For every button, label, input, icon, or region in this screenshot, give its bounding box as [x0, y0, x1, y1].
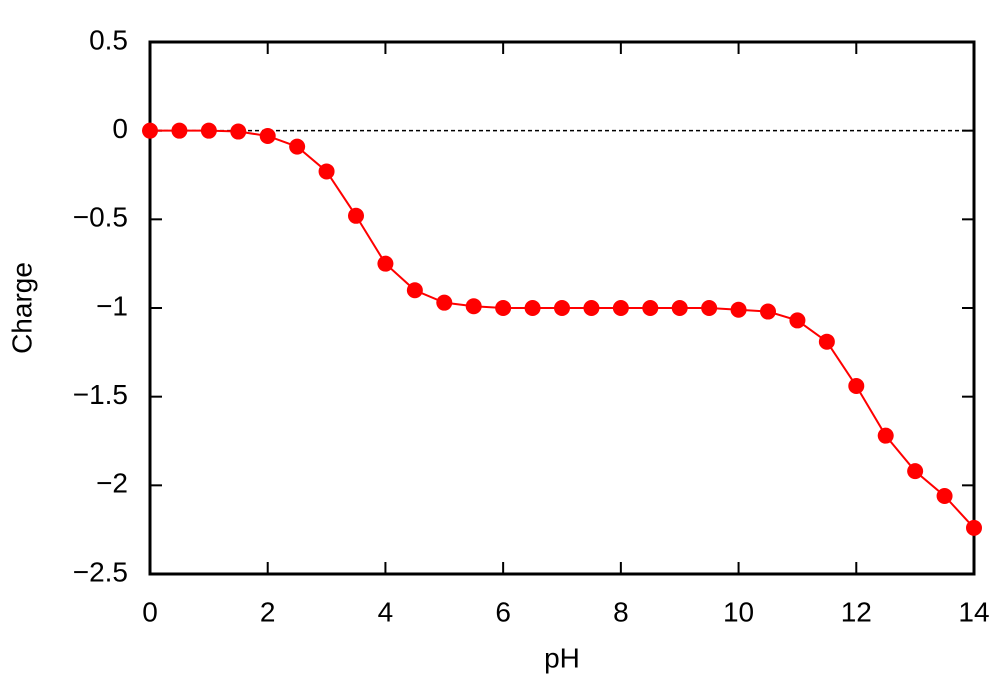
- data-point: [760, 303, 776, 320]
- x-tick-label: 14: [958, 596, 989, 627]
- y-tick-label: −1.5: [73, 379, 128, 410]
- data-point: [200, 122, 217, 139]
- data-point: [259, 127, 276, 144]
- data-point: [318, 163, 335, 180]
- data-point: [730, 301, 747, 318]
- data-point: [348, 207, 364, 224]
- data-point: [966, 519, 982, 536]
- data-point: [289, 138, 306, 155]
- x-tick-label: 12: [841, 596, 872, 627]
- x-axis-label: pH: [544, 642, 580, 673]
- x-tick-label: 2: [260, 596, 276, 627]
- data-point: [612, 300, 629, 316]
- data-point: [406, 282, 423, 299]
- data-point: [436, 294, 453, 311]
- y-tick-label: 0.5: [89, 24, 128, 55]
- data-point: [818, 333, 835, 350]
- x-tick-label: 0: [142, 596, 158, 627]
- data-point: [583, 300, 600, 316]
- data-point: [524, 300, 541, 316]
- y-tick-label: −2: [96, 468, 128, 499]
- y-tick-label: 0: [112, 113, 128, 144]
- data-point: [642, 300, 659, 316]
- data-point: [377, 255, 394, 272]
- data-point: [701, 300, 718, 316]
- y-tick-label: −2.5: [73, 556, 128, 587]
- data-point: [848, 378, 865, 395]
- y-tick-label: −1: [96, 290, 128, 321]
- data-point: [465, 298, 482, 315]
- data-point: [554, 300, 570, 316]
- data-point: [907, 463, 924, 480]
- data-point: [789, 312, 806, 329]
- y-axis-label: Charge: [6, 262, 37, 354]
- data-point: [671, 300, 688, 316]
- y-tick-label: −0.5: [73, 202, 128, 233]
- plot-frame: [148, 40, 976, 576]
- x-tick-label: 10: [723, 596, 754, 627]
- x-tick-label: 6: [495, 596, 511, 627]
- x-tick-label: 8: [613, 596, 629, 627]
- data-point: [495, 300, 512, 316]
- data-point: [171, 122, 188, 139]
- x-tick-label: 4: [378, 596, 394, 627]
- data-line: [150, 129, 975, 529]
- data-point: [142, 122, 158, 139]
- data-point: [230, 123, 247, 140]
- data-point: [877, 427, 894, 444]
- data-point: [936, 487, 953, 504]
